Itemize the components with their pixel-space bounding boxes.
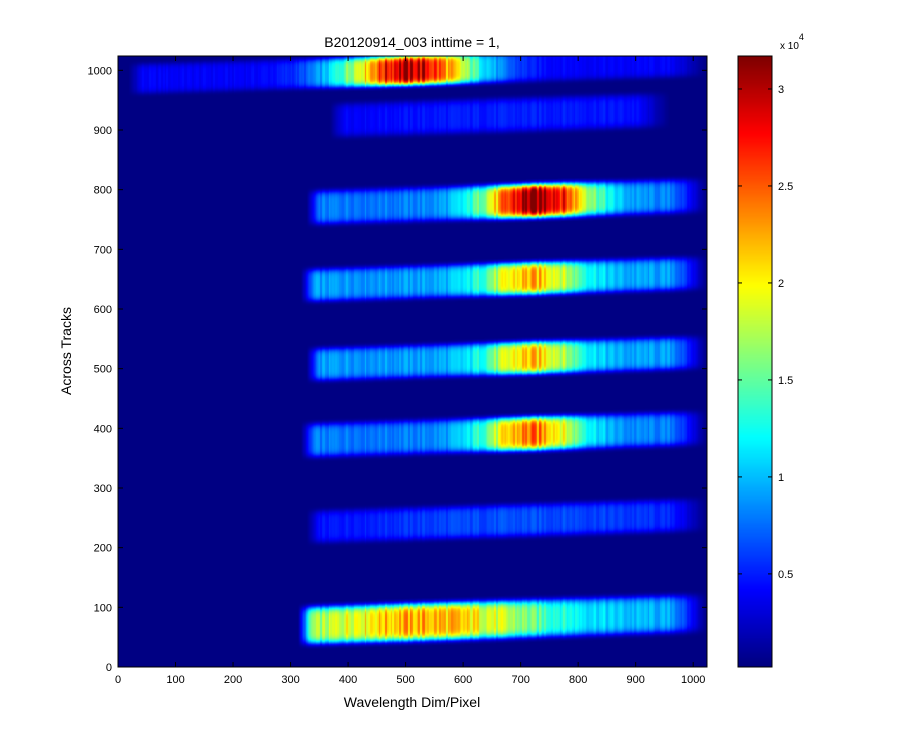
- x-tick-label: 100: [166, 674, 184, 686]
- colorbar-tick-label: 0.5: [778, 569, 793, 581]
- colorbar-gradient: [738, 56, 772, 667]
- y-tick-label: 700: [94, 244, 112, 256]
- y-tick-label: 100: [94, 602, 112, 614]
- colorbar-frame: [737, 55, 773, 668]
- x-axis-label: Wavelength Dim/Pixel: [344, 694, 480, 710]
- y-tick-label: 1000: [88, 65, 112, 77]
- y-tick-label: 400: [94, 423, 112, 435]
- x-tick-label: 0: [115, 674, 121, 686]
- x-tick-label: 300: [281, 674, 299, 686]
- y-tick-label: 600: [94, 304, 112, 316]
- colorbar-tick-label: 3: [778, 84, 784, 96]
- colorbar-tick-label: 2.5: [778, 181, 793, 193]
- x-tick-label: 600: [454, 674, 472, 686]
- x-tick-label: 1000: [681, 674, 705, 686]
- x-tick-label: 500: [396, 674, 414, 686]
- colorbar-tick-label: 1: [778, 472, 784, 484]
- y-tick-label: 300: [94, 483, 112, 495]
- colorbar-ticks: 0.5 1 1.5 2 2.5 3: [738, 84, 793, 581]
- y-axis-label: Across Tracks: [58, 307, 74, 395]
- x-tick-label: 700: [511, 674, 529, 686]
- x-tick-label: 900: [626, 674, 644, 686]
- colorbar-exponent-base: x 10: [780, 41, 799, 52]
- colorbar-exponent-label: x 104: [780, 32, 804, 52]
- y-tick-label: 900: [94, 125, 112, 137]
- plot-frame: [117, 55, 708, 668]
- x-tick-label: 400: [339, 674, 357, 686]
- y-tick-label: 0: [106, 662, 112, 674]
- x-tick-label: 200: [224, 674, 242, 686]
- x-axis-ticks: 0 100 200 300 400 500 600 700 800 900 1000: [115, 56, 705, 686]
- chart-title: B20120914_003 inttime = 1,: [324, 34, 500, 50]
- y-tick-label: 200: [94, 543, 112, 555]
- y-tick-label: 500: [94, 364, 112, 376]
- colorbar-tick-label: 2: [778, 278, 784, 290]
- heatmap-image: [118, 56, 707, 667]
- y-tick-label: 800: [94, 185, 112, 197]
- y-axis-ticks: 0 100 200 300 400 500 600 700 800 900 1000: [88, 65, 707, 674]
- colorbar-exponent-power: 4: [799, 32, 804, 42]
- x-tick-label: 800: [569, 674, 587, 686]
- colorbar-tick-label: 1.5: [778, 375, 793, 387]
